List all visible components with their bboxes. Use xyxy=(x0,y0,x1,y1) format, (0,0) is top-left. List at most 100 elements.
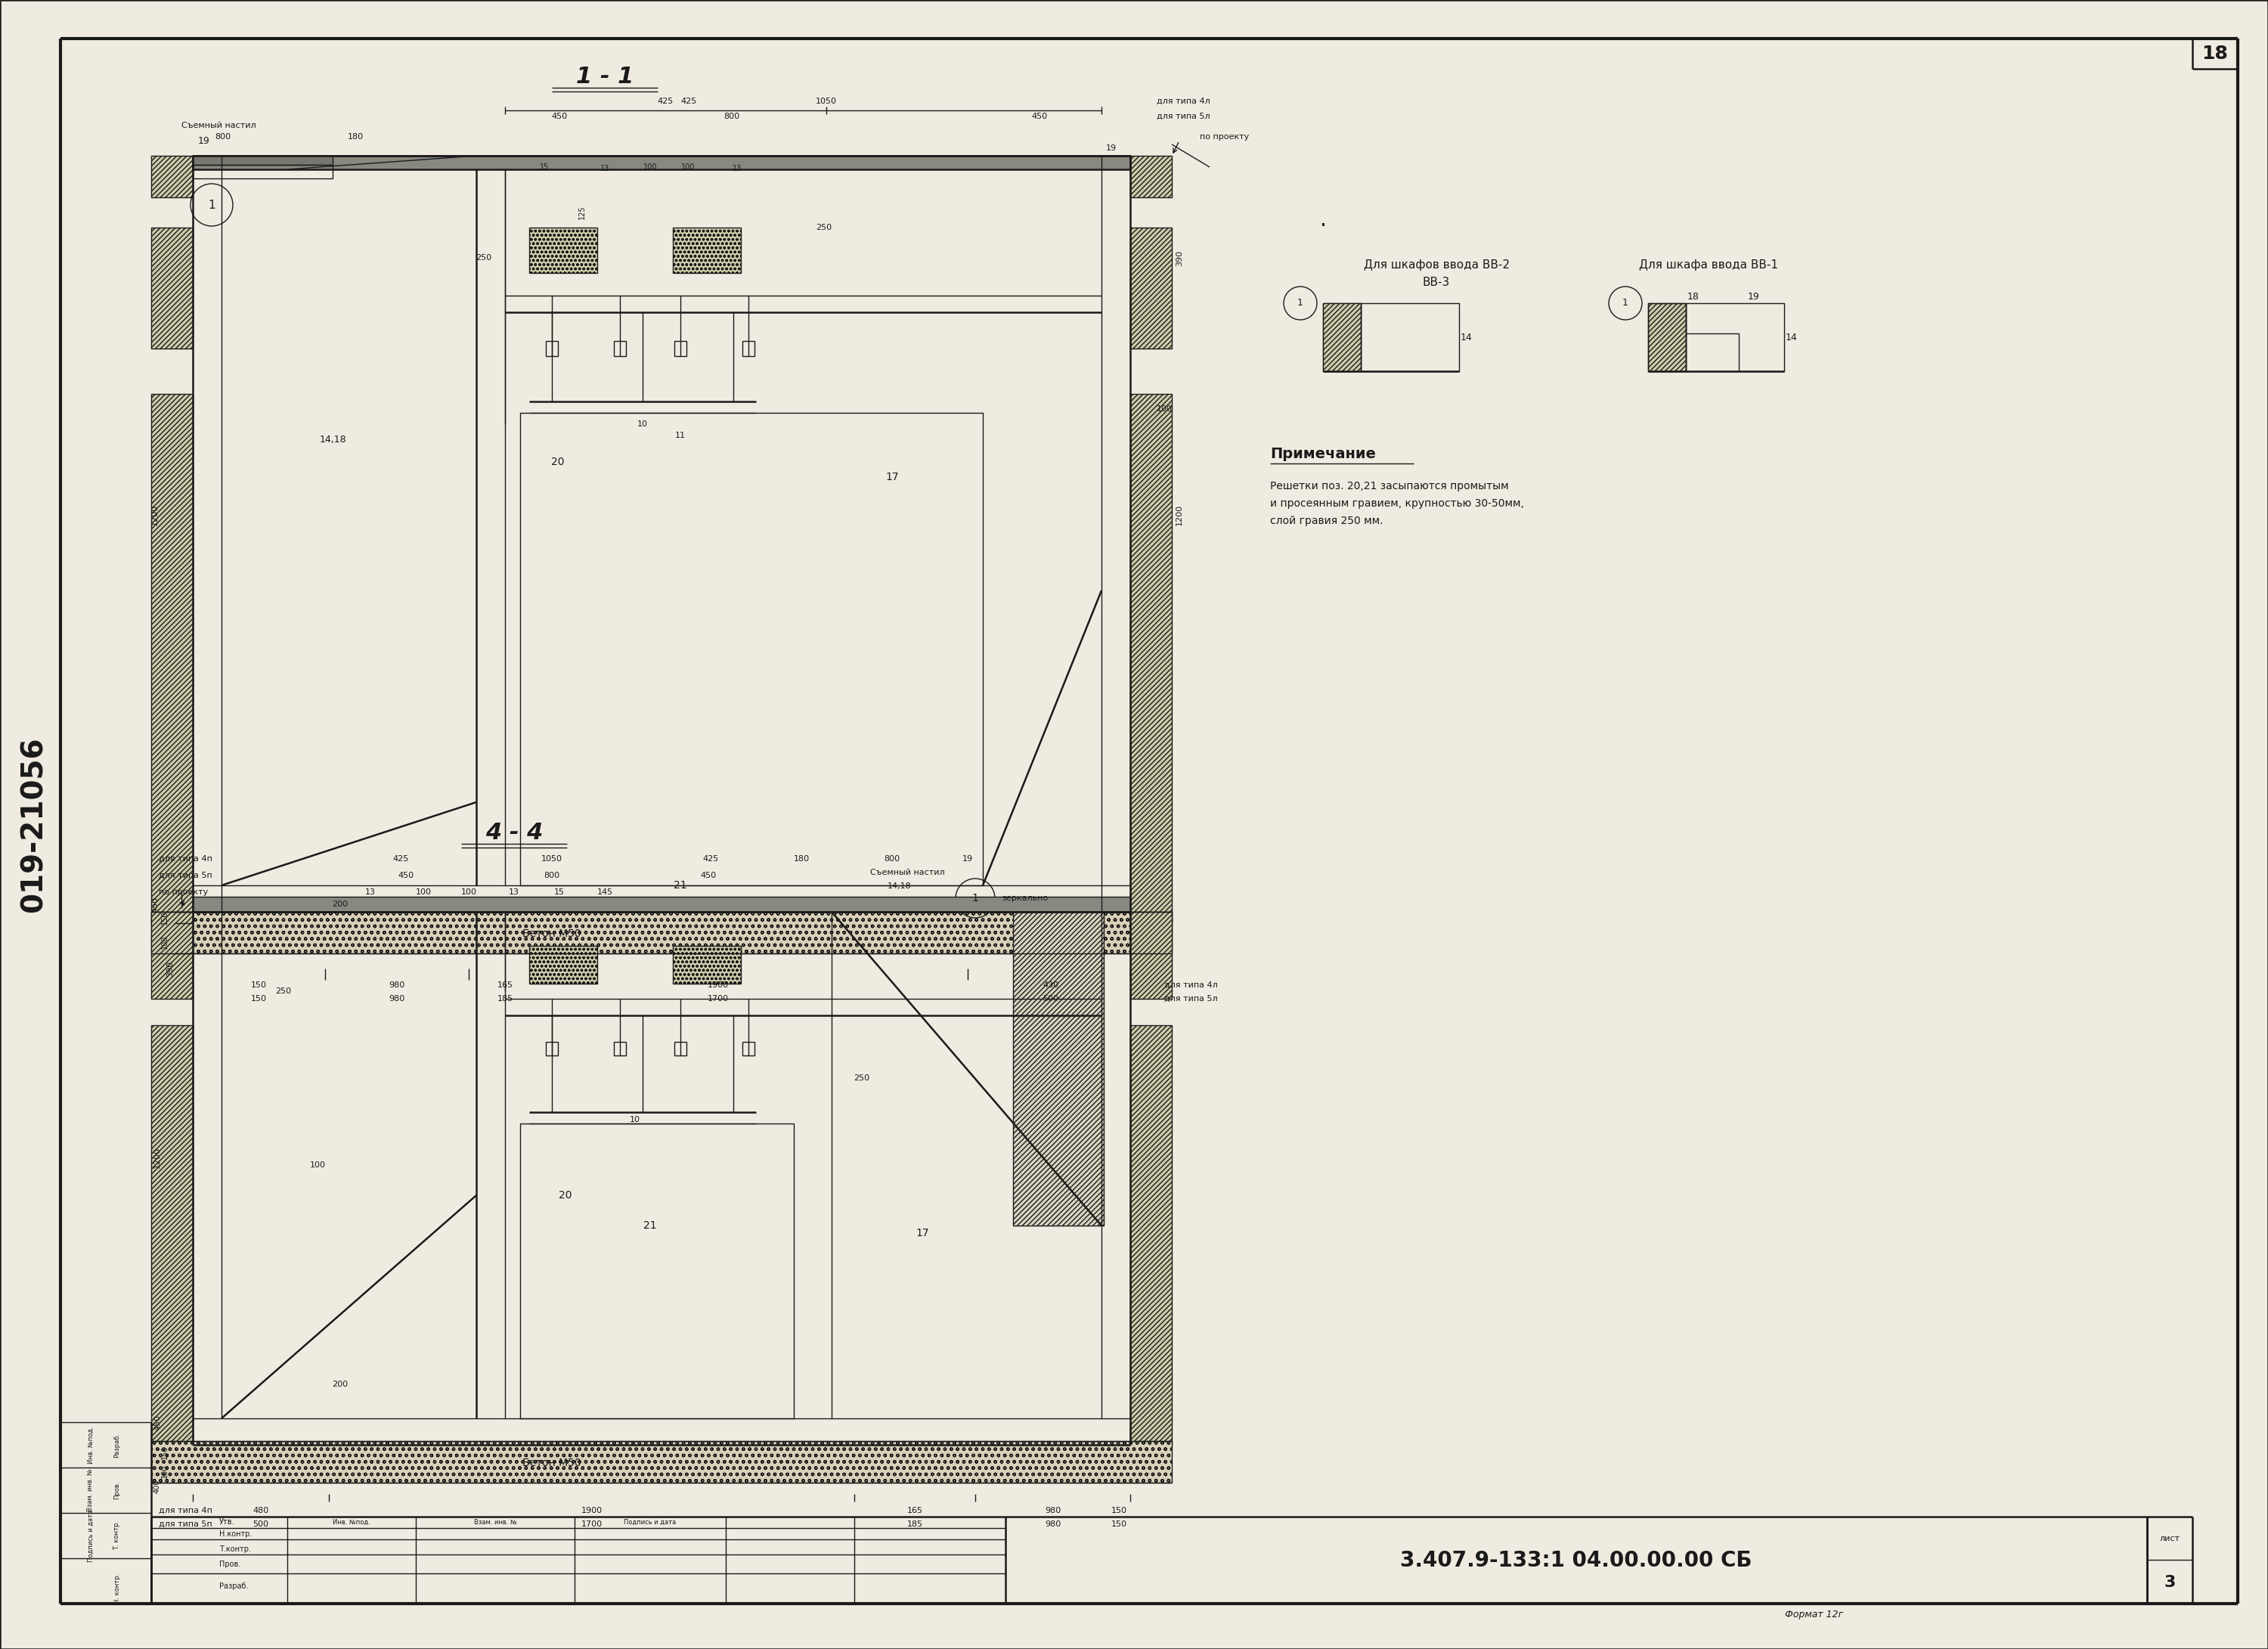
Bar xyxy=(547,341,558,356)
Text: Съемный настил: Съемный настил xyxy=(871,869,943,876)
Text: Примечание: Примечание xyxy=(1270,447,1377,462)
Text: 18: 18 xyxy=(1687,292,1699,302)
Text: Разраб.: Разраб. xyxy=(113,1433,120,1458)
Text: Формат 12г: Формат 12г xyxy=(1785,1609,1844,1619)
Text: 250: 250 xyxy=(476,254,492,262)
Text: 400: 400 xyxy=(154,1479,161,1494)
Text: Н.контр.: Н.контр. xyxy=(220,1530,252,1539)
Text: ВВ-3: ВВ-3 xyxy=(1422,277,1449,287)
Text: 450: 450 xyxy=(551,112,567,120)
Text: 500: 500 xyxy=(254,1520,268,1529)
Text: 1050: 1050 xyxy=(542,856,562,862)
Bar xyxy=(547,1042,558,1055)
Text: Съемный настил: Съемный настил xyxy=(181,122,256,129)
Text: 145: 145 xyxy=(596,889,612,895)
Text: 21: 21 xyxy=(674,881,687,890)
Text: 3: 3 xyxy=(2164,1575,2175,1590)
Bar xyxy=(674,947,742,984)
Text: 450: 450 xyxy=(397,872,415,879)
Text: 17: 17 xyxy=(916,1229,930,1238)
Bar xyxy=(519,412,982,886)
Bar xyxy=(152,1026,193,1445)
Bar xyxy=(1649,303,1685,371)
Text: Подпись и дата: Подпись и дата xyxy=(86,1509,93,1562)
Bar xyxy=(1129,155,1173,198)
Text: 200: 200 xyxy=(331,1380,349,1388)
Text: для типа 5п: для типа 5п xyxy=(159,1520,213,1529)
Bar xyxy=(1322,303,1361,371)
Text: Бетон М50: Бетон М50 xyxy=(522,1458,581,1468)
Text: 250: 250 xyxy=(816,224,832,231)
Bar xyxy=(152,394,193,923)
Text: 425: 425 xyxy=(658,97,674,106)
Text: для типа 4п: для типа 4п xyxy=(159,856,213,862)
Bar xyxy=(152,155,193,198)
Text: для типа 4п: для типа 4п xyxy=(159,1507,213,1514)
Text: 19: 19 xyxy=(1749,292,1760,302)
Text: 11: 11 xyxy=(676,432,685,439)
Text: 450: 450 xyxy=(154,1415,161,1430)
Text: 185: 185 xyxy=(497,994,513,1003)
Bar xyxy=(152,228,193,348)
Text: 425: 425 xyxy=(392,856,408,862)
Text: 980: 980 xyxy=(1046,1507,1061,1514)
Text: 800: 800 xyxy=(544,872,560,879)
Text: 100: 100 xyxy=(308,1161,327,1169)
Text: Взам. инв. №: Взам. инв. № xyxy=(474,1519,517,1525)
Bar xyxy=(528,947,596,984)
Text: 1700: 1700 xyxy=(581,1520,603,1529)
Text: Т. контр.: Т. контр. xyxy=(113,1520,120,1550)
Text: 1: 1 xyxy=(973,892,978,904)
Text: 1200: 1200 xyxy=(154,1148,161,1167)
Bar xyxy=(615,1042,626,1055)
Text: 100: 100 xyxy=(415,889,431,895)
Text: 250: 250 xyxy=(853,1075,871,1082)
Text: 980: 980 xyxy=(1046,1520,1061,1529)
Bar xyxy=(1685,303,1785,371)
Text: 18: 18 xyxy=(2202,45,2227,63)
Text: 180: 180 xyxy=(347,134,363,140)
Text: и просеянным гравием, крупностью 30-50мм,: и просеянным гравием, крупностью 30-50мм… xyxy=(1270,498,1524,510)
Text: для типа 4л: для типа 4л xyxy=(1163,981,1218,989)
Text: 1: 1 xyxy=(1297,298,1304,308)
Text: 14: 14 xyxy=(1461,333,1472,341)
Text: Разраб.: Разраб. xyxy=(220,1583,249,1590)
Text: 15: 15 xyxy=(553,889,565,895)
Text: 390: 390 xyxy=(1175,251,1184,265)
Text: 980: 980 xyxy=(388,981,406,989)
Bar xyxy=(742,341,755,356)
Text: 150: 150 xyxy=(161,1446,168,1459)
Text: Пров.: Пров. xyxy=(113,1481,120,1499)
Text: 165: 165 xyxy=(907,1507,923,1514)
Text: для типа 5л: для типа 5л xyxy=(1157,112,1211,120)
Bar xyxy=(1649,303,1685,371)
Text: 125: 125 xyxy=(578,206,585,219)
Text: 15: 15 xyxy=(540,163,549,171)
Text: 1900: 1900 xyxy=(581,1507,603,1514)
Text: 100: 100 xyxy=(460,889,476,895)
Text: зеркально: зеркально xyxy=(1002,894,1048,902)
Bar xyxy=(1014,912,1105,1225)
Text: 450: 450 xyxy=(701,872,717,879)
Bar xyxy=(674,1042,687,1055)
Bar xyxy=(742,1042,755,1055)
Text: Подпись и дата: Подпись и дата xyxy=(624,1519,676,1525)
Text: Утв.: Утв. xyxy=(220,1519,236,1525)
Text: Для шкафов ввода ВВ-2: Для шкафов ввода ВВ-2 xyxy=(1363,259,1510,270)
Text: 800: 800 xyxy=(723,112,739,120)
Text: слой гравия 250 мм.: слой гравия 250 мм. xyxy=(1270,516,1383,526)
Text: 14: 14 xyxy=(1785,333,1799,341)
Text: для типа 5л: для типа 5л xyxy=(1163,994,1218,1003)
Text: 500: 500 xyxy=(1043,994,1059,1003)
Text: .: . xyxy=(1320,209,1327,231)
Text: 450: 450 xyxy=(152,897,159,912)
Text: 200: 200 xyxy=(331,900,349,909)
Bar xyxy=(1129,228,1173,348)
Text: 980: 980 xyxy=(388,994,406,1003)
Text: 800: 800 xyxy=(215,134,231,140)
Text: 20: 20 xyxy=(558,1191,572,1200)
Text: 21: 21 xyxy=(644,1220,658,1230)
Text: 019-21056: 019-21056 xyxy=(20,737,48,914)
Text: 1050: 1050 xyxy=(816,97,837,106)
Text: 425: 425 xyxy=(680,97,696,106)
